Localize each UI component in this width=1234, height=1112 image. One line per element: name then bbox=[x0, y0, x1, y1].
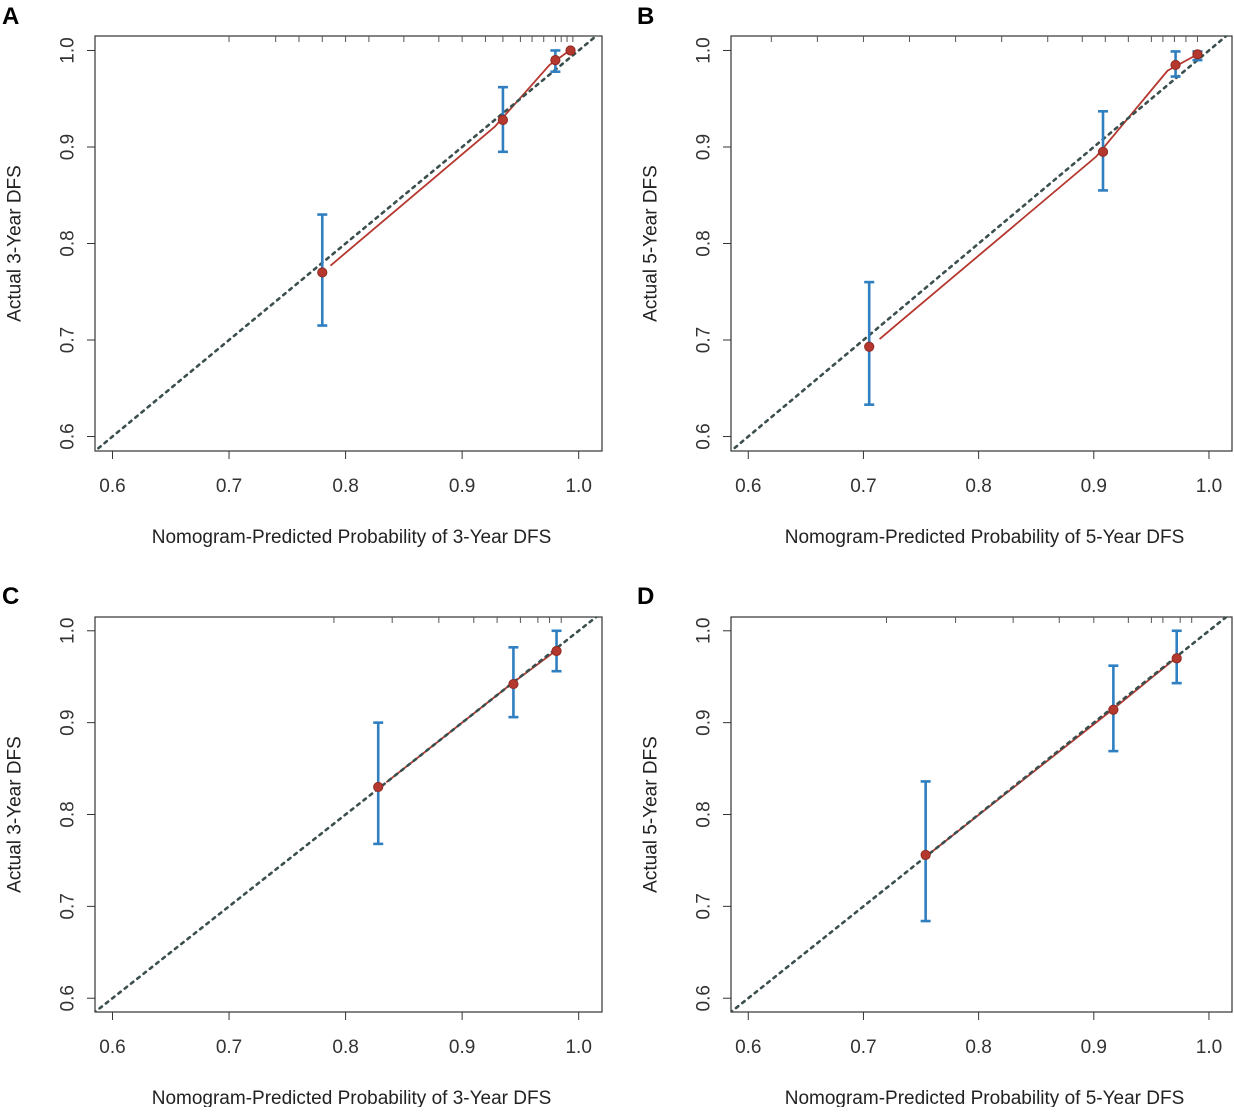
ideal-diagonal-line bbox=[731, 617, 1229, 1012]
plot-area bbox=[95, 617, 599, 1012]
calibration-point bbox=[565, 45, 576, 56]
x-tick-label: 0.7 bbox=[850, 476, 876, 497]
y-tick-label: 0.7 bbox=[694, 893, 715, 919]
panel-a: A 0.6 0.7 0.8 0.9 1.0 0.6 0.7 0.8 0.9 1.0 Nomogram-… bbox=[2, 3, 603, 548]
x-tick-label: 0.9 bbox=[449, 1037, 475, 1058]
y-tick-label: 1.0 bbox=[58, 618, 79, 644]
x-tick-label: 0.8 bbox=[965, 1037, 991, 1058]
y-tick-label: 1.0 bbox=[694, 37, 715, 63]
y-tick-label: 0.7 bbox=[58, 893, 79, 919]
apparent-calibration-line bbox=[878, 55, 1195, 340]
y-tick-label: 0.9 bbox=[694, 709, 715, 735]
x-tick-label: 0.8 bbox=[965, 476, 991, 497]
y-tick-label: 0.9 bbox=[58, 134, 79, 160]
y-tick-label: 0.8 bbox=[694, 801, 715, 827]
panel-letter: C bbox=[2, 583, 19, 610]
x-tick-label: 1.0 bbox=[1196, 476, 1222, 497]
calibration-point bbox=[373, 781, 384, 793]
calibration-point bbox=[497, 114, 509, 126]
plot-area bbox=[95, 36, 599, 451]
panel-letter: A bbox=[2, 3, 19, 30]
x-tick-label: 1.0 bbox=[565, 1037, 591, 1058]
y-tick-label: 0.9 bbox=[58, 709, 79, 735]
plot-frame bbox=[94, 35, 603, 452]
x-tick-label: 0.9 bbox=[449, 476, 475, 497]
y-axis-title: Actual 3-Year DFS bbox=[5, 736, 26, 893]
calibration-point bbox=[508, 678, 519, 690]
y-axis-title: Actual 5-Year DFS bbox=[641, 165, 662, 322]
y-tick-label: 1.0 bbox=[58, 37, 79, 63]
x-tick-label: 1.0 bbox=[565, 476, 591, 497]
apparent-calibration-line bbox=[329, 51, 568, 267]
y-tick-label: 0.8 bbox=[58, 801, 79, 827]
y-tick-label: 0.6 bbox=[694, 423, 715, 449]
calibration-point bbox=[1171, 653, 1182, 664]
x-tick-label: 0.7 bbox=[850, 1037, 876, 1058]
x-axis-title: Nomogram-Predicted Probability of 5-Year… bbox=[785, 1088, 1185, 1107]
x-tick-label: 0.6 bbox=[99, 1037, 125, 1058]
panel-b: B 0.6 0.7 0.8 0.9 1.0 0.6 0.7 0.8 0.9 1.0 Nomogram-… bbox=[637, 3, 1233, 548]
x-tick-label: 0.9 bbox=[1081, 476, 1107, 497]
calibration-point bbox=[1108, 704, 1119, 715]
panel-d: D 0.6 0.7 0.8 0.9 1.0 0.6 0.7 0.8 0.9 1.0 Nomogram-… bbox=[637, 583, 1233, 1109]
panel-letter: D bbox=[637, 583, 654, 610]
y-tick-label: 0.9 bbox=[694, 134, 715, 160]
x-tick-label: 0.7 bbox=[216, 1037, 242, 1058]
calibration-point bbox=[551, 645, 562, 657]
y-tick-label: 0.6 bbox=[694, 985, 715, 1011]
y-tick-label: 0.8 bbox=[694, 230, 715, 256]
x-axis-title: Nomogram-Predicted Probability of 3-Year… bbox=[152, 527, 552, 548]
y-tick-label: 0.8 bbox=[58, 230, 79, 256]
x-axis-title: Nomogram-Predicted Probability of 5-Year… bbox=[785, 527, 1185, 548]
plot-area bbox=[731, 36, 1229, 451]
calibration-point bbox=[550, 55, 561, 66]
plot-frame bbox=[730, 35, 1233, 452]
calibration-point bbox=[920, 849, 931, 861]
x-tick-label: 0.6 bbox=[735, 476, 761, 497]
calibration-point bbox=[1097, 146, 1109, 157]
calibration-point bbox=[1170, 59, 1181, 71]
ideal-diagonal-line bbox=[95, 617, 599, 1012]
ideal-diagonal-line bbox=[95, 36, 599, 451]
ideal-diagonal-line bbox=[731, 36, 1229, 451]
x-tick-label: 0.7 bbox=[216, 476, 242, 497]
x-tick-label: 0.6 bbox=[735, 1037, 761, 1058]
y-tick-label: 0.7 bbox=[694, 327, 715, 353]
x-tick-label: 0.8 bbox=[332, 476, 358, 497]
calibration-point bbox=[864, 341, 875, 352]
x-tick-label: 0.6 bbox=[99, 476, 125, 497]
calibration-point bbox=[1192, 49, 1203, 60]
calibration-point bbox=[317, 267, 328, 278]
plot-area bbox=[731, 617, 1229, 1012]
y-tick-label: 0.7 bbox=[58, 327, 79, 353]
panel-letter: B bbox=[637, 3, 654, 30]
x-tick-label: 0.8 bbox=[332, 1037, 358, 1058]
y-tick-label: 0.6 bbox=[58, 985, 79, 1011]
y-tick-label: 0.6 bbox=[58, 423, 79, 449]
x-tick-label: 0.9 bbox=[1081, 1037, 1107, 1058]
panel-c: C 0.6 0.7 0.8 0.9 1.0 0.6 0.7 0.8 0.9 1.0 Nomogram-… bbox=[2, 583, 603, 1109]
y-tick-label: 1.0 bbox=[694, 618, 715, 644]
x-axis-title: Nomogram-Predicted Probability of 3-Year… bbox=[152, 1088, 552, 1107]
y-axis-title: Actual 3-Year DFS bbox=[5, 165, 26, 322]
y-axis-title: Actual 5-Year DFS bbox=[641, 736, 662, 893]
x-tick-label: 1.0 bbox=[1196, 1037, 1222, 1058]
